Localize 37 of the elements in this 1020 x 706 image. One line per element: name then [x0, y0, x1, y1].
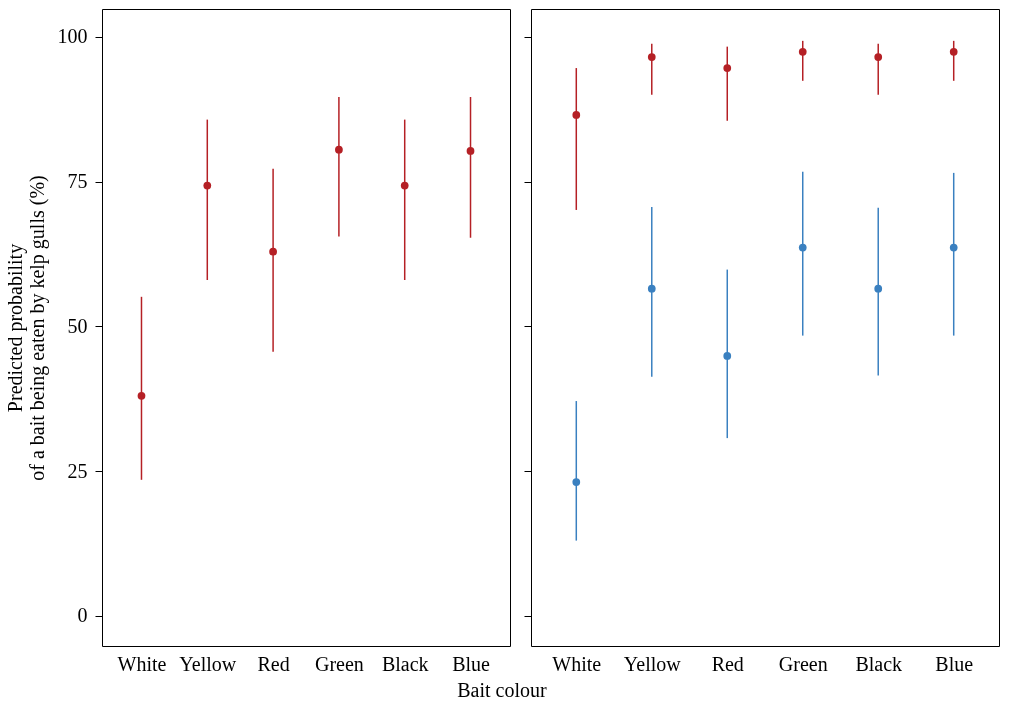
point: [203, 181, 212, 190]
x-tick-label: Green: [778, 652, 828, 675]
x-tick-label: Black: [855, 652, 903, 675]
point: [874, 284, 883, 293]
x-tick-label: Red: [257, 652, 290, 675]
point: [647, 284, 656, 293]
x-tick-label: Blue: [452, 652, 491, 675]
x-axis-title: Bait colour: [457, 678, 548, 701]
point: [949, 243, 958, 252]
point: [723, 64, 732, 72]
x-tick-label: Blue: [935, 652, 974, 675]
y-axis-title: Predicted probability of a bait being eaten by kelp gulls (%): [3, 175, 49, 481]
x-tick-label: Yellow: [623, 652, 682, 675]
point: [949, 47, 958, 56]
point: [798, 47, 807, 56]
x-tick-label: Red: [711, 652, 744, 675]
point: [466, 147, 475, 155]
point: [723, 352, 732, 360]
x-tick-label: Yellow: [179, 652, 237, 675]
point: [798, 243, 807, 252]
y-tick-label: 0: [77, 604, 88, 627]
y-tick-label: 100: [57, 25, 88, 48]
point: [400, 181, 409, 190]
point: [874, 53, 883, 61]
x-tick-label: Green: [314, 652, 364, 675]
y-tick-label: 75: [67, 170, 88, 193]
x-tick-label: White: [117, 652, 167, 675]
point: [335, 145, 343, 154]
point: [269, 247, 277, 256]
point: [137, 391, 146, 400]
point: [572, 478, 581, 486]
y-tick-label: 25: [67, 459, 88, 482]
y-tick-label: 50: [67, 314, 88, 337]
point: [647, 53, 656, 61]
point: [572, 111, 581, 119]
x-tick-label: White: [552, 652, 602, 675]
x-tick-label: Black: [381, 652, 429, 675]
